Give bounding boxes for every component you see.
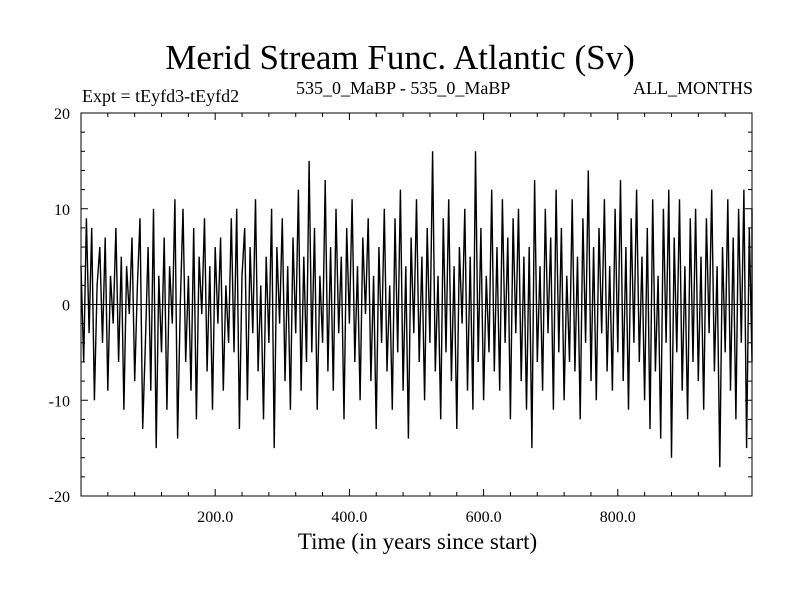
y-tick-label: 10: [54, 202, 70, 219]
y-tick-label: 20: [54, 106, 70, 123]
x-tick-label: 800.0: [600, 509, 636, 526]
y-tick-label: 0: [62, 298, 70, 315]
series-line: [80, 151, 753, 468]
chart-title: Merid Stream Func. Atlantic (Sv): [165, 38, 635, 77]
months-label: ALL_MONTHS: [633, 78, 753, 98]
y-tick-label: -10: [49, 393, 70, 410]
x-tick-label: 600.0: [466, 509, 502, 526]
x-axis-label: Time (in years since start): [297, 529, 538, 554]
experiment-label: Expt = tEyfd3-tEyfd2: [82, 86, 240, 106]
y-tick-label: -20: [49, 489, 70, 506]
x-tick-label: 400.0: [331, 509, 367, 526]
period-label: 535_0_MaBP - 535_0_MaBP: [296, 78, 511, 98]
x-tick-label: 200.0: [197, 509, 233, 526]
